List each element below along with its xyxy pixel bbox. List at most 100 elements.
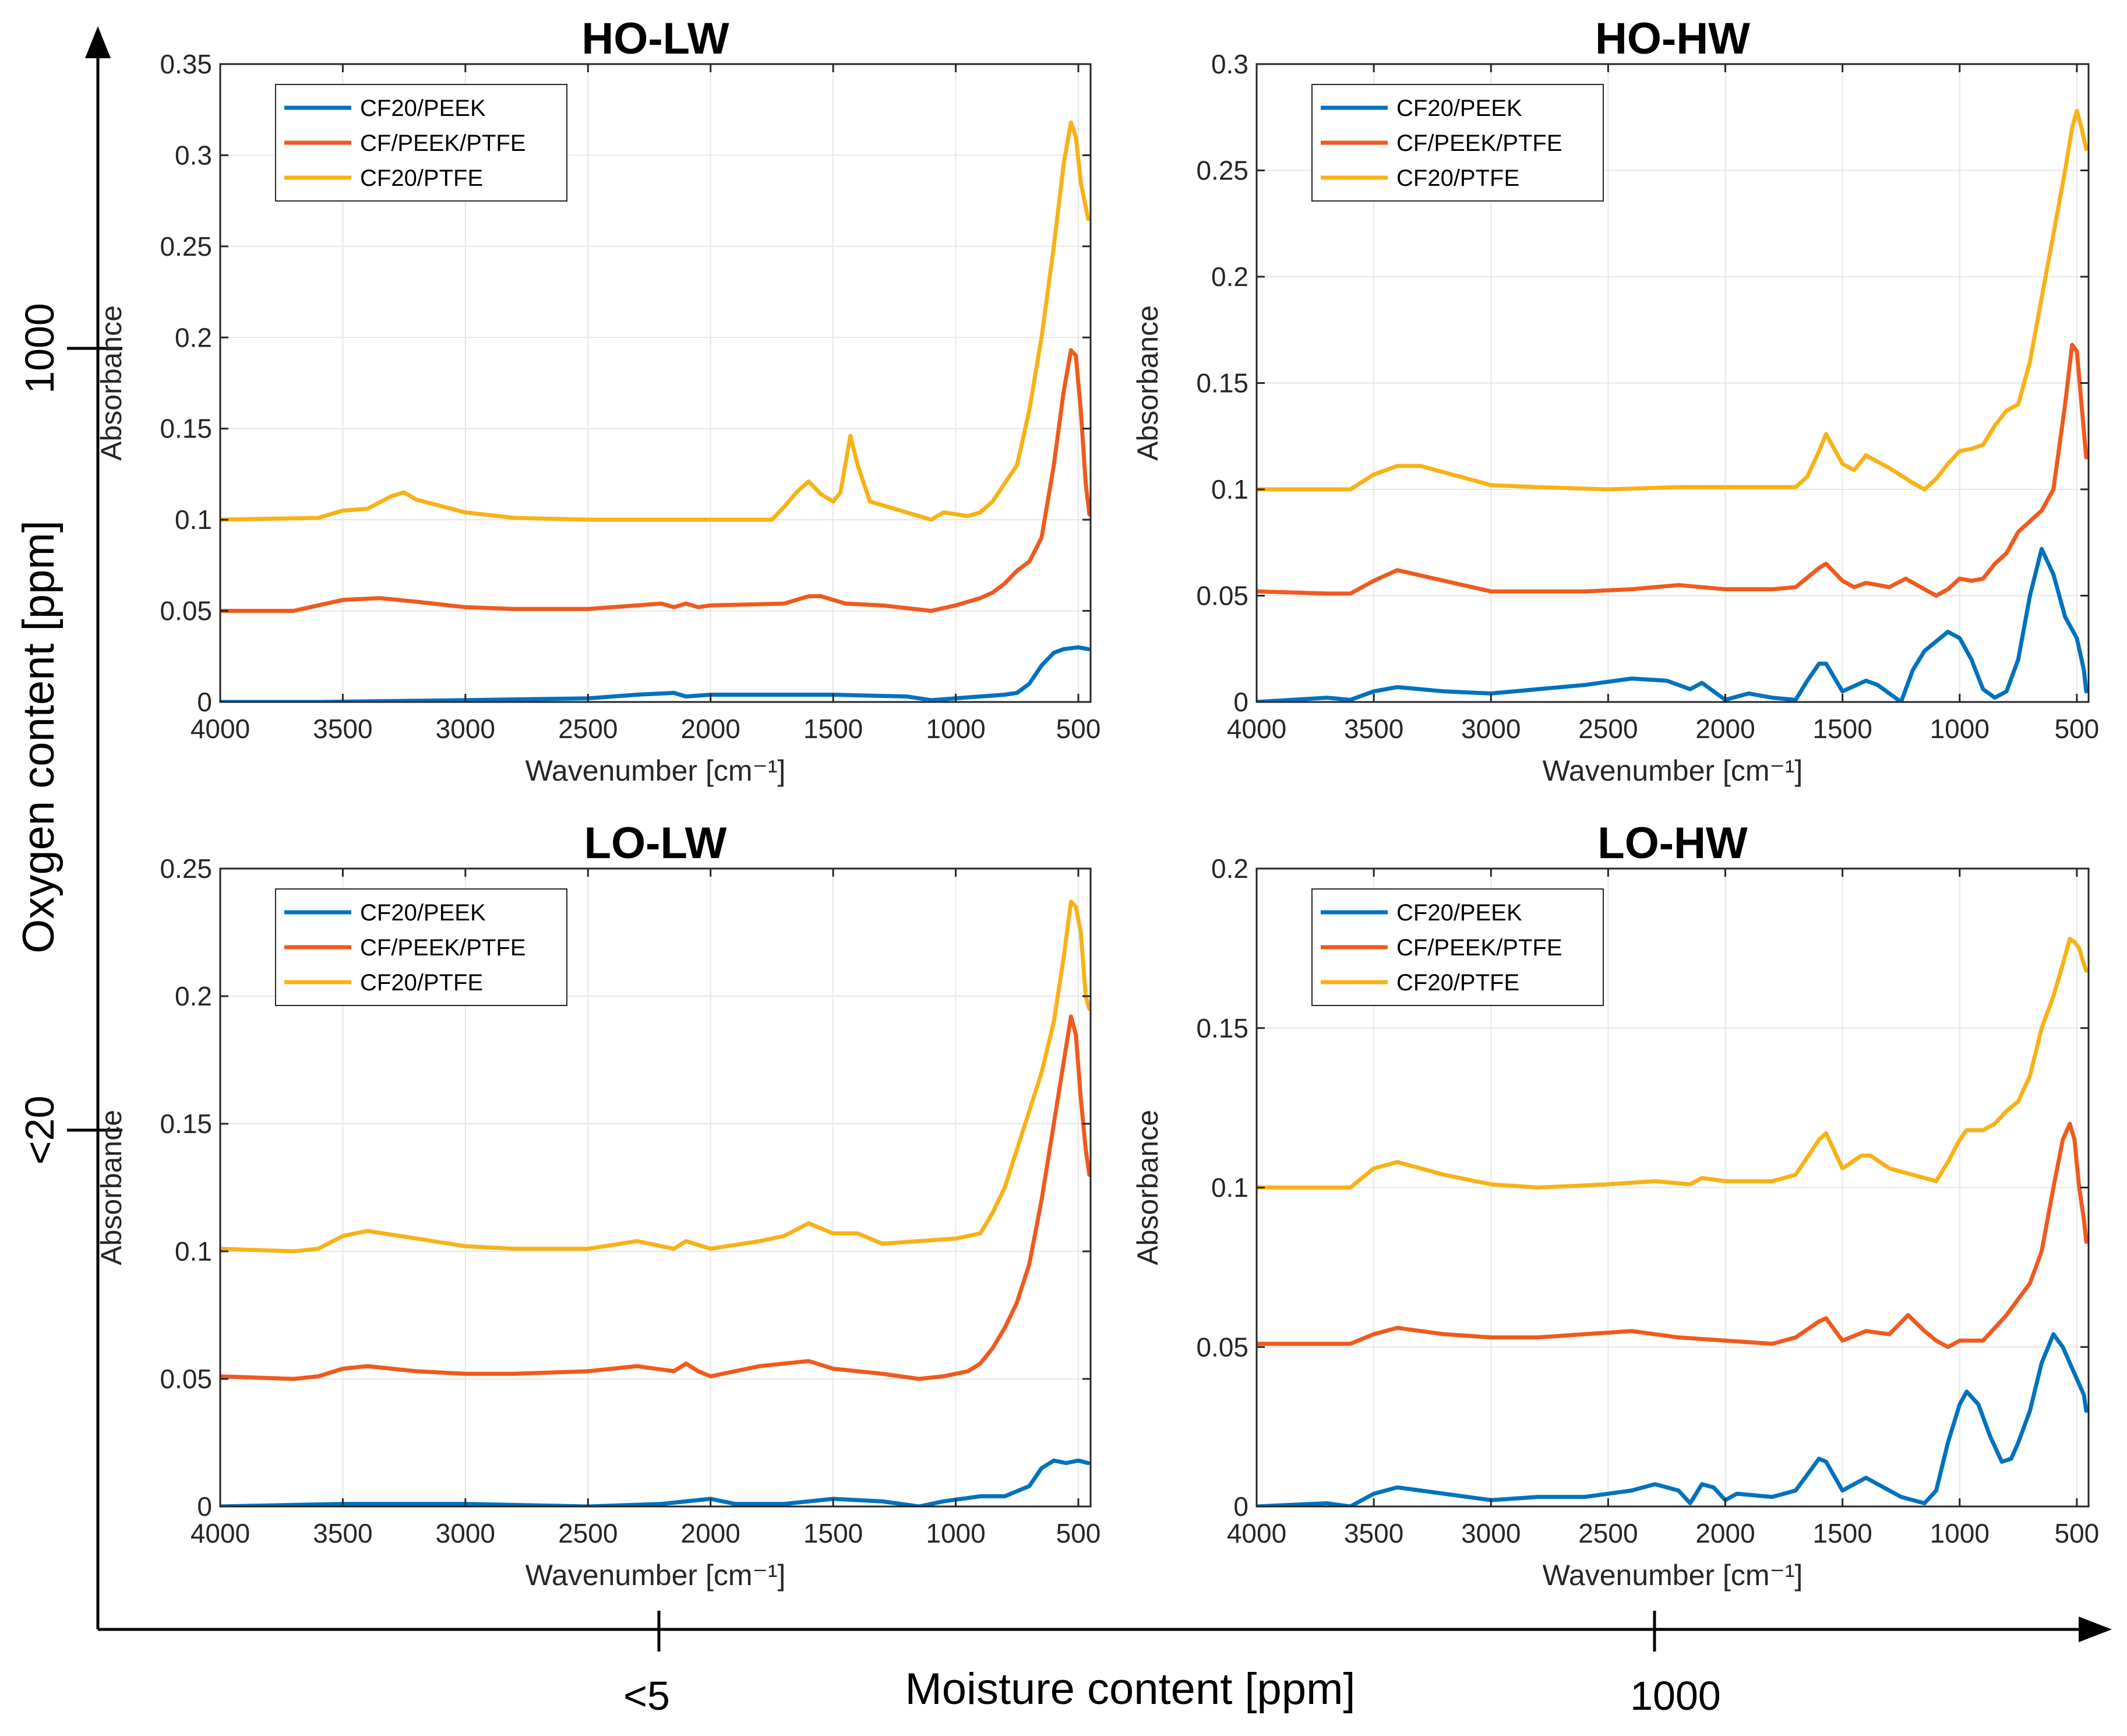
x-axis-label: Wavenumber [cm⁻¹] — [525, 1559, 786, 1592]
x-tick-label: 2000 — [1695, 1518, 1755, 1548]
axes-box — [219, 867, 1092, 1508]
y-tick-label: 0.1 — [1211, 474, 1248, 504]
outer-x-axis-label: Moisture content [ppm] — [905, 1664, 1355, 1714]
series-line-cf20-peek — [1257, 1332, 2089, 1506]
x-tick-label: 500 — [2055, 714, 2100, 744]
series-line-cf-peek-ptfe — [1257, 1121, 2089, 1349]
x-tick-label: 1500 — [803, 1518, 863, 1548]
x-tick-label: 2000 — [1695, 714, 1755, 744]
y-axis-label: Absorbance — [1131, 1110, 1164, 1265]
chart-panel-ho-lw: 4000 3500 3000 2500 2000 1500 1000 500 0 0.05 0.1 0… — [95, 14, 1100, 787]
x-tick-label: 1000 — [926, 714, 985, 744]
x-tick-label: 4000 — [1227, 1518, 1286, 1548]
y-tick-label: 0.3 — [1211, 49, 1248, 79]
x-axis-label: Wavenumber [cm⁻¹] — [525, 754, 786, 787]
legend-label: CF/PEEK/PTFE — [1396, 935, 1562, 961]
legend: CF20/PEEK CF/PEEK/PTFE CF20/PTFE — [275, 84, 567, 202]
y-tick-label: 0 — [197, 687, 212, 717]
y-tick-label: 0 — [1233, 1491, 1248, 1522]
y-tick-label: 0.35 — [160, 49, 212, 79]
series-line-cf20-ptfe — [220, 899, 1091, 1254]
legend-label: CF20/PTFE — [360, 970, 483, 996]
x-tick-label: 1000 — [1930, 1518, 1990, 1548]
y-tick-label: 0.15 — [160, 1109, 212, 1139]
y-tick-label: 0.15 — [1196, 1013, 1248, 1043]
x-tick-label: 2000 — [681, 1518, 740, 1548]
y-tick-label: 0 — [197, 1491, 212, 1522]
y-axis-label: Absorbance — [95, 1110, 128, 1265]
outer-y-axis-arrowhead — [85, 26, 111, 58]
outer-y-axis-label: Oxygen content [ppm] — [14, 520, 64, 954]
x-tick-label: 1500 — [1812, 714, 1872, 744]
series-line-cf-peek-ptfe — [1257, 343, 2089, 598]
y-tick-label: 0.2 — [175, 322, 212, 352]
series-line-cf-peek-ptfe — [220, 348, 1091, 613]
y-tick-label: 0.1 — [175, 504, 212, 535]
series-line-cf20-peek — [220, 645, 1091, 702]
x-tick-label: 500 — [1056, 1518, 1101, 1548]
x-tick-label: 3500 — [1344, 714, 1403, 744]
y-tick-label: 0.25 — [160, 853, 212, 884]
y-tick-label: 0.1 — [175, 1236, 212, 1266]
legend-label: CF/PEEK/PTFE — [360, 130, 526, 156]
legend-label: CF20/PEEK — [1396, 900, 1522, 926]
series-line-cf-peek-ptfe — [220, 1014, 1091, 1381]
legend-label: CF20/PEEK — [1396, 96, 1522, 121]
y-tick-label: 0.2 — [175, 981, 212, 1011]
x-tick-label: 3000 — [1461, 714, 1521, 744]
x-tick-label: 500 — [1056, 714, 1101, 744]
y-tick-label: 0.3 — [175, 140, 212, 170]
x-tick-label: 4000 — [191, 1518, 250, 1548]
legend: CF20/PEEK CF/PEEK/PTFE CF20/PTFE — [1311, 84, 1604, 202]
y-tick-label: 0.15 — [160, 414, 212, 444]
x-tick-label: 3000 — [1461, 1518, 1521, 1548]
chart-title: LO-LW — [584, 818, 727, 868]
x-tick-label: 1500 — [803, 714, 863, 744]
x-tick-label: 2500 — [558, 1518, 618, 1548]
chart-title: HO-HW — [1595, 14, 1750, 63]
legend-label: CF20/PTFE — [1396, 165, 1519, 191]
x-axis-label: Wavenumber [cm⁻¹] — [1543, 754, 1803, 787]
x-tick-label: 2500 — [1578, 1518, 1638, 1548]
series-line-cf20-ptfe — [220, 120, 1091, 522]
axes-box — [219, 63, 1092, 703]
legend: CF20/PEEK CF/PEEK/PTFE CF20/PTFE — [1311, 888, 1604, 1006]
x-tick-label: 4000 — [191, 714, 250, 744]
x-tick-label: 4000 — [1227, 714, 1286, 744]
x-tick-label: 2500 — [1578, 714, 1638, 744]
x-tick-label: 3500 — [313, 1518, 372, 1548]
chart-title: LO-HW — [1597, 818, 1748, 868]
legend-label: CF/PEEK/PTFE — [360, 935, 526, 961]
y-tick-label: 0.05 — [1196, 581, 1248, 611]
y-tick-label: 0.2 — [1211, 262, 1248, 292]
legend-label: CF20/PTFE — [360, 165, 483, 191]
chart-panel-lo-lw: 4000 3500 3000 2500 2000 1500 1000 500 0 0.05 0.1 0… — [95, 818, 1100, 1592]
x-tick-label: 500 — [2055, 1518, 2100, 1548]
y-axis-label: Absorbance — [1131, 305, 1164, 461]
y-tick-label: 0.1 — [1211, 1173, 1248, 1203]
legend-label: CF/PEEK/PTFE — [1396, 130, 1562, 156]
outer-x-tick-label-1000: 1000 — [1630, 1673, 1721, 1719]
x-tick-label: 3500 — [313, 714, 372, 744]
legend-label: CF20/PEEK — [360, 900, 486, 926]
y-tick-label: 0.2 — [1211, 853, 1248, 884]
x-axis-label: Wavenumber [cm⁻¹] — [1543, 1559, 1803, 1592]
chart-panel-ho-hw: 4000 3500 3000 2500 2000 1500 1000 500 0 0.05 0.1 0… — [1131, 14, 2099, 787]
chart-title: HO-LW — [581, 14, 729, 63]
y-tick-label: 0.05 — [1196, 1332, 1248, 1362]
panels: 4000 3500 3000 2500 2000 1500 1000 500 0 0.05 0.1 0… — [95, 14, 2099, 1592]
series-line-cf20-peek — [1257, 546, 2089, 702]
y-tick-label: 0.05 — [160, 596, 212, 626]
y-tick-label: 0.25 — [160, 231, 212, 262]
outer-y-tick-label-lt20: <20 — [17, 1096, 62, 1165]
outer-y-tick-label-1000: 1000 — [17, 303, 62, 394]
legend-label: CF20/PTFE — [1396, 970, 1519, 996]
chart-panel-lo-hw: 4000 3500 3000 2500 2000 1500 1000 500 0 0.05 0.1 0… — [1131, 818, 2099, 1592]
outer-x-tick-label-lt5: <5 — [623, 1673, 670, 1719]
x-tick-label: 3000 — [436, 714, 495, 744]
x-tick-label: 3000 — [436, 1518, 495, 1548]
series-line-cf20-ptfe — [1257, 937, 2089, 1190]
x-tick-label: 3500 — [1344, 1518, 1403, 1548]
x-tick-label: 2500 — [558, 714, 618, 744]
